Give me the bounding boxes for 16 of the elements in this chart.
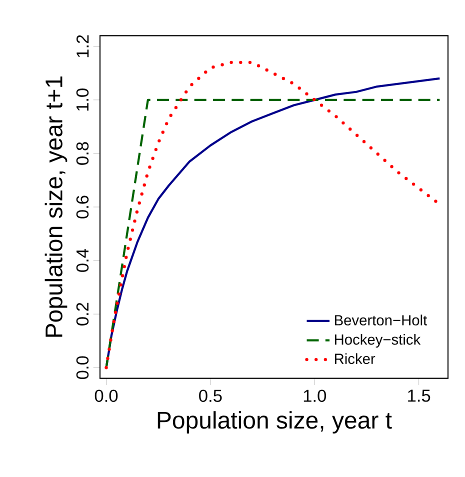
y-tick-label: 1.2	[76, 35, 89, 58]
y-axis-title: Population size, year t+1	[44, 76, 68, 337]
legend-label: Hockey−stick	[335, 334, 421, 348]
x-tick-label: 1.0	[304, 390, 326, 402]
x-tick-label: 0.0	[94, 390, 118, 402]
y-tick-label: 0.0	[76, 356, 89, 379]
x-axis-title: Population size, year t	[158, 411, 392, 434]
x-tick-label: 0.5	[199, 390, 222, 402]
x-tick-label: 1.5	[408, 390, 430, 402]
y-tick-label: 0.4	[76, 248, 89, 272]
y-tick-label: 0.6	[76, 196, 89, 218]
legend-label: Ricker	[335, 353, 376, 364]
y-tick-label: 0.2	[76, 302, 89, 326]
legend-label: Beverton−Holt	[335, 314, 428, 326]
y-tick-label: 1.0	[76, 88, 89, 111]
y-tick-label: 0.8	[76, 142, 89, 165]
